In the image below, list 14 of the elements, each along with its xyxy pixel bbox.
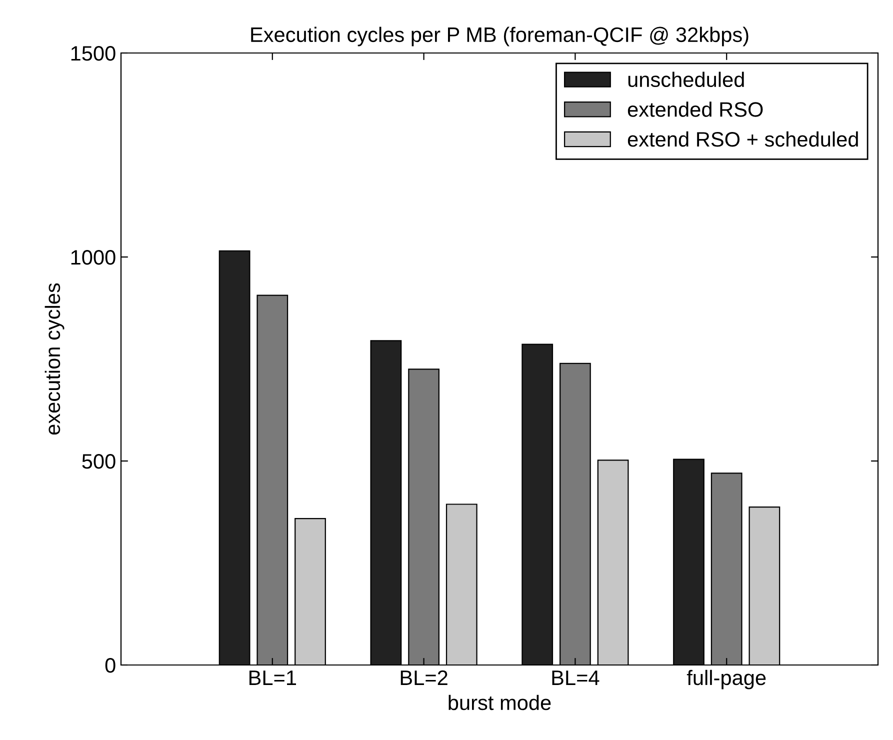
legend-label: extend RSO + scheduled	[628, 131, 858, 147]
y-tick-label: 500	[82, 454, 116, 469]
legend-label: unscheduled	[628, 72, 744, 88]
y-axis-title: execution cycles	[44, 283, 64, 435]
x-axis-title: burst mode	[448, 694, 551, 710]
y-tick-label: 1000	[71, 250, 116, 265]
y-tick-label: 0	[105, 658, 116, 673]
y-tick-label: 1500	[71, 46, 116, 61]
chart-title: Execution cycles per P MB (foreman-QCIF @ 32kbps)	[251, 26, 748, 46]
x-tick-label: full-page	[686, 670, 766, 690]
x-tick-label: BL=4	[552, 670, 600, 685]
legend-label: extended RSO	[628, 102, 763, 117]
x-tick-label: BL=2	[400, 670, 448, 685]
x-tick-label: BL=1	[249, 670, 296, 685]
